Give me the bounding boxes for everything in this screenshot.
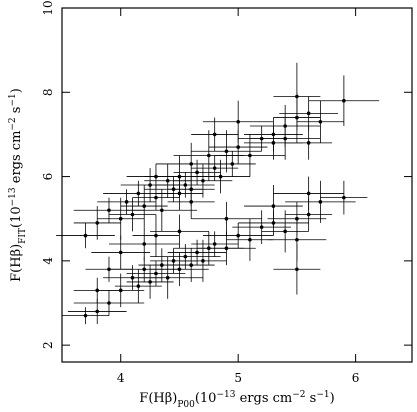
point [177, 191, 182, 196]
point [306, 111, 311, 116]
point [271, 141, 276, 145]
x-tick-label: 4 [117, 371, 125, 385]
point [142, 204, 147, 208]
point [236, 145, 240, 149]
point [189, 263, 193, 267]
point [142, 267, 147, 272]
point [183, 183, 188, 187]
y-tick-label: 4 [41, 257, 55, 265]
point [189, 200, 193, 204]
point [95, 288, 100, 293]
point [183, 254, 188, 259]
point [342, 98, 346, 103]
point [218, 174, 223, 179]
point [224, 216, 229, 221]
point [171, 259, 176, 263]
point [107, 208, 111, 213]
point [124, 200, 129, 204]
point [83, 233, 88, 238]
point [295, 94, 299, 99]
y-tick-label: 10 [41, 0, 55, 15]
point [306, 191, 311, 196]
point [118, 250, 123, 255]
x-tick-label: 5 [234, 371, 242, 385]
point [130, 212, 135, 217]
point [236, 233, 240, 238]
point [148, 183, 152, 187]
point [154, 195, 158, 200]
y-tick-label: 6 [41, 173, 55, 181]
point [189, 162, 193, 166]
point [195, 170, 199, 175]
point [107, 301, 111, 305]
point [259, 225, 264, 229]
point [148, 280, 152, 284]
point [201, 259, 205, 263]
plot-frame [61, 7, 413, 363]
point [212, 242, 217, 246]
point [136, 191, 141, 196]
point [83, 313, 88, 318]
point [283, 229, 287, 234]
point [195, 250, 199, 255]
y-tick-label: 8 [41, 88, 55, 96]
x-axis-label: F(Hβ)P00(10−13 ergs cm−2 s−1) [139, 390, 334, 410]
point [142, 242, 147, 246]
point [165, 275, 170, 280]
x-tick-label: 6 [352, 371, 360, 385]
point [107, 267, 111, 272]
point [306, 141, 311, 145]
point [283, 136, 287, 141]
point [154, 174, 158, 179]
point [136, 284, 141, 288]
point [248, 153, 252, 158]
point [201, 178, 205, 183]
point [177, 229, 182, 234]
point [318, 200, 323, 204]
point [95, 221, 100, 225]
point [212, 166, 217, 170]
point [154, 271, 158, 276]
point [154, 233, 158, 238]
point [306, 212, 311, 217]
y-axis-label: F(Hβ)FIT(10−13 ergs cm−2 s−1) [8, 88, 28, 282]
point [165, 178, 170, 183]
point [248, 237, 252, 242]
point [318, 119, 323, 124]
point [207, 153, 211, 158]
point [236, 119, 240, 124]
point [95, 309, 100, 314]
point [224, 149, 229, 154]
point [295, 267, 299, 272]
point [342, 195, 346, 200]
point [212, 132, 217, 137]
point [177, 267, 182, 272]
point [230, 162, 235, 166]
point [160, 208, 164, 213]
point [271, 204, 276, 208]
point [118, 216, 123, 221]
point [160, 263, 164, 267]
y-tick-label: 2 [41, 341, 55, 349]
point [224, 246, 229, 251]
point [295, 237, 299, 242]
